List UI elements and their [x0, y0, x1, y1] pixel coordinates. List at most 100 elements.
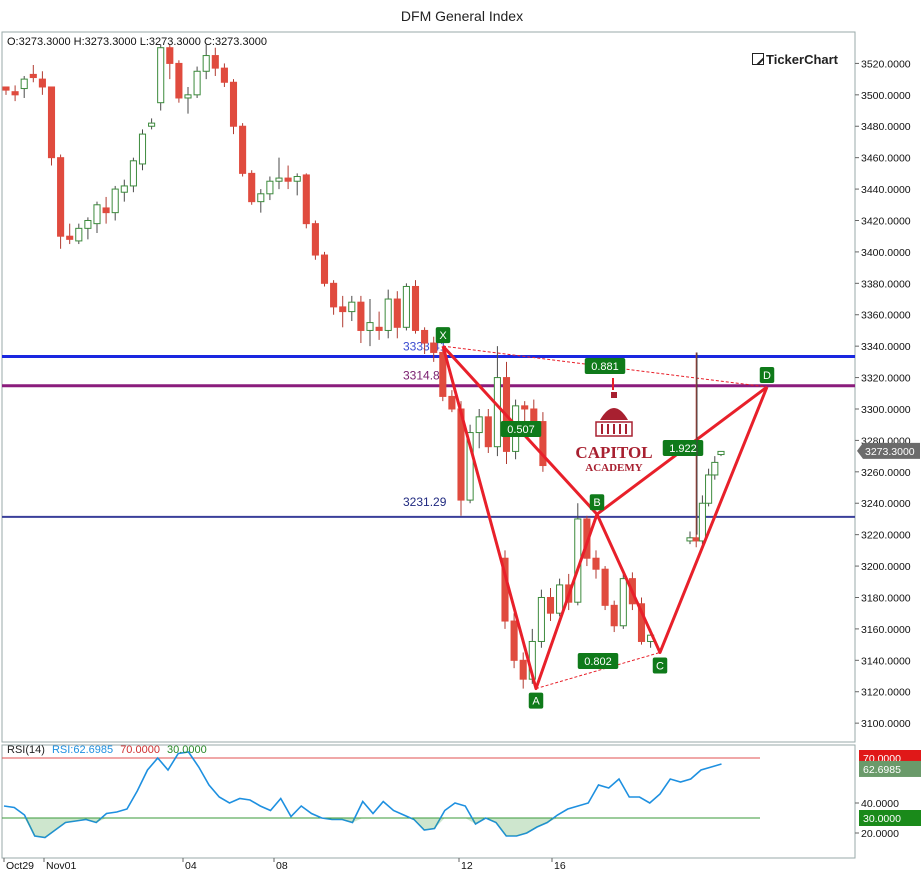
- candle: [20, 78, 28, 90]
- last-price-label: 3273.3000: [865, 446, 915, 458]
- candle: [148, 122, 156, 127]
- candle: [692, 537, 700, 542]
- candle: [229, 81, 238, 127]
- candle: [38, 78, 46, 88]
- candle: [66, 235, 74, 240]
- pattern-xd-dashed: [442, 345, 768, 388]
- candle: [248, 172, 256, 203]
- rsi-oversold-label: 30.0000: [167, 744, 207, 756]
- candle: [705, 474, 713, 504]
- rsi-overbought-label: 70.0000: [120, 744, 160, 756]
- candle: [47, 86, 56, 159]
- candle: [339, 306, 347, 313]
- candle: [293, 176, 301, 182]
- candle: [129, 160, 137, 187]
- last-price-tag: [857, 442, 920, 459]
- candle: [711, 461, 719, 476]
- rsi-oversold-badge-bg: [859, 810, 921, 826]
- candle: [320, 254, 329, 284]
- capitol-cupola-icon: [611, 392, 617, 398]
- price-tick-label: 3320.0000: [861, 373, 911, 385]
- pattern-point-d: D: [763, 370, 771, 382]
- candle: [717, 450, 725, 456]
- rsi-legend: RSI(14) RSI:62.6985 70.0000 30.0000: [7, 744, 211, 756]
- candle: [493, 377, 501, 448]
- price-tick-label: 3220.0000: [861, 530, 911, 542]
- candle: [311, 223, 319, 256]
- candle: [439, 351, 447, 397]
- pattern-point-b-bg: [589, 494, 605, 511]
- pattern-point-a-bg: [528, 692, 544, 709]
- candle: [29, 73, 37, 79]
- candle: [384, 298, 392, 331]
- candle: [601, 568, 609, 606]
- time-tick-label: Oct29: [6, 860, 34, 872]
- price-tick-label: 3500.0000: [861, 90, 911, 102]
- time-tick-label: 16: [554, 860, 566, 872]
- candle: [592, 557, 600, 570]
- candle: [637, 603, 646, 642]
- rsi-oversold-area: [485, 818, 558, 836]
- candle: [175, 62, 183, 99]
- candle: [530, 408, 538, 423]
- candle: [75, 227, 83, 242]
- rsi-current-badge-bg: [859, 760, 921, 777]
- candle: [166, 47, 174, 64]
- candle: [448, 395, 456, 410]
- candle: [484, 416, 492, 448]
- rsi-current-badge: 62.6985: [863, 764, 901, 776]
- price-tick-label: 3400.0000: [861, 247, 911, 259]
- pattern-ratio-label: 1.922: [669, 443, 697, 455]
- price-tick-label: 3140.0000: [861, 655, 911, 667]
- candle: [546, 596, 555, 614]
- pattern-ratio-label: 0.507: [507, 424, 535, 436]
- rsi-oversold-area: [321, 818, 363, 823]
- time-tick-label: Nov01: [46, 860, 77, 872]
- price-tick-label: 3340.0000: [861, 341, 911, 353]
- candle: [402, 285, 410, 328]
- candle: [57, 157, 65, 237]
- candle: [619, 578, 627, 627]
- pattern-ratio-label-bg: [577, 653, 619, 669]
- rsi-line[interactable]: [3, 751, 722, 839]
- candle: [330, 282, 338, 308]
- candle: [111, 188, 119, 214]
- candle: [193, 70, 201, 96]
- logo-subtitle: ACADEMY: [585, 462, 642, 474]
- time-tick-label: 08: [276, 860, 288, 872]
- price-tick-label: 3160.0000: [861, 624, 911, 636]
- pattern-point-a: A: [532, 696, 540, 708]
- ohlc-readout: O:3273.3000 H:3273.3000 L:3273.3000 C:32…: [7, 36, 267, 48]
- logo-title: CAPITOL: [575, 443, 652, 462]
- candle: [539, 421, 547, 467]
- candle: [11, 91, 19, 96]
- price-tick-label: 3100.0000: [861, 718, 911, 730]
- price-tick-label: 3480.0000: [861, 121, 911, 133]
- candle: [510, 620, 518, 661]
- pattern-point-c: C: [656, 660, 664, 672]
- candle: [556, 584, 564, 614]
- time-tick-label: 04: [185, 860, 197, 872]
- pattern-point-d-bg: [759, 367, 775, 383]
- candle: [239, 125, 247, 174]
- candle: [84, 219, 92, 229]
- candle: [184, 94, 192, 99]
- candle: [211, 55, 219, 69]
- tickerchart-logo: TickerChart: [752, 52, 838, 67]
- time-tick-label: 12: [461, 860, 473, 872]
- pattern-point-x-bg: [435, 327, 451, 344]
- rsi-tick-label: 20.0000: [861, 828, 899, 840]
- pattern-ratio-label-bg: [662, 440, 704, 456]
- candle: [521, 405, 529, 410]
- candle: [411, 285, 420, 331]
- rsi-oversold-area: [403, 818, 445, 830]
- price-tick-label: 3420.0000: [861, 215, 911, 227]
- candle: [475, 416, 483, 434]
- candle: [519, 659, 527, 680]
- candle: [220, 67, 228, 83]
- rsi-panel: [1, 744, 856, 859]
- capitol-dome-icon: [600, 408, 628, 420]
- rsi-oversold-area: [24, 818, 107, 838]
